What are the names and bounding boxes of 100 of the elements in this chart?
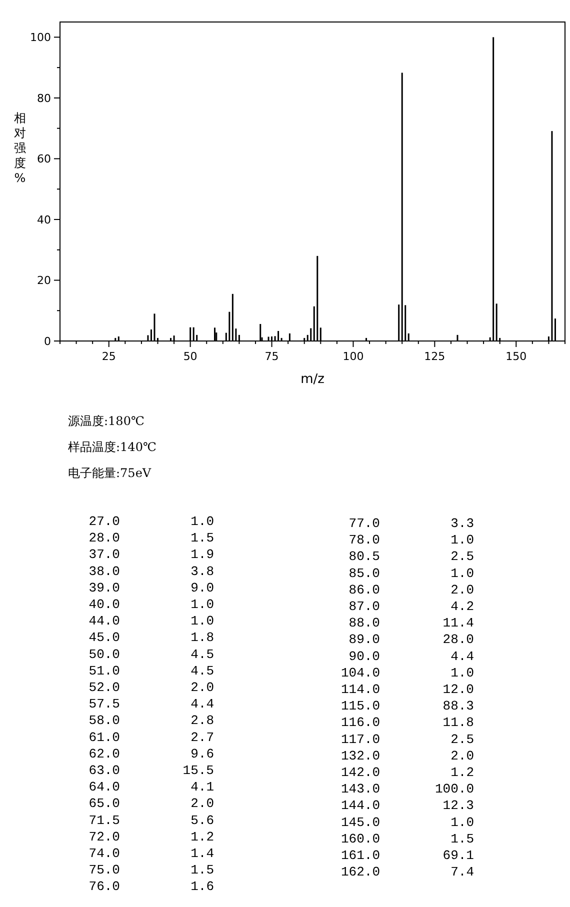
text: 2.0 — [450, 748, 474, 764]
text: 9.0 — [190, 580, 214, 596]
text: 40.0 — [88, 597, 120, 612]
text: 1.0 — [190, 597, 214, 612]
text: 4.2 — [450, 599, 474, 614]
text: 104.0 — [340, 665, 380, 680]
text: 15.5 — [182, 763, 214, 778]
text: 1.0 — [450, 814, 474, 830]
text: 1.9 — [190, 547, 214, 562]
text: 162.0 — [340, 864, 380, 880]
text: 电子能量:75eV — [68, 466, 152, 480]
text: 9.6 — [190, 746, 214, 762]
text: 12.3 — [442, 798, 474, 814]
y-tick-label: 60 — [37, 152, 51, 166]
text: 37.0 — [88, 547, 120, 562]
text: 142.0 — [340, 765, 380, 780]
text: 161.0 — [340, 848, 380, 863]
text: 71.5 — [88, 812, 120, 828]
text: 4.1 — [190, 780, 214, 795]
text: 28.0 — [88, 530, 120, 546]
text: 2.7 — [190, 730, 214, 745]
text: 61.0 — [88, 730, 120, 745]
text: 39.0 — [88, 580, 120, 596]
text: 87.0 — [348, 599, 380, 614]
text: 117.0 — [340, 732, 380, 747]
text: 160.0 — [340, 831, 380, 846]
text: 1.0 — [190, 514, 214, 529]
x-tick-label: 125 — [424, 350, 446, 363]
text: 88.3 — [442, 698, 474, 714]
text: 69.1 — [442, 848, 474, 863]
text: 2.8 — [190, 713, 214, 728]
text: 1.0 — [450, 532, 474, 548]
text: 38.0 — [88, 564, 120, 579]
text: 143.0 — [340, 782, 380, 797]
text: 115.0 — [340, 698, 380, 714]
text: 2.5 — [450, 732, 474, 747]
text: 4.5 — [190, 646, 214, 662]
text: 80.5 — [348, 549, 380, 564]
text: 77.0 — [348, 516, 380, 531]
text: 86.0 — [348, 582, 380, 598]
text: 4.5 — [190, 663, 214, 678]
text: 65.0 — [88, 796, 120, 812]
text: 89.0 — [348, 632, 380, 648]
y-tick-label: 80 — [37, 92, 51, 105]
text: 75.0 — [88, 862, 120, 878]
x-axis-title: m/z — [300, 372, 325, 387]
text: 11.4 — [442, 616, 474, 631]
text: 2.0 — [190, 680, 214, 695]
text: 116.0 — [340, 715, 380, 730]
x-tick-label: 25 — [102, 350, 116, 363]
text: 62.0 — [88, 746, 120, 762]
y-axis-title: 相对强度% — [14, 111, 26, 185]
text: 52.0 — [88, 680, 120, 695]
text: 源温度:180℃ — [68, 414, 144, 428]
text: 1.5 — [450, 831, 474, 846]
text: 144.0 — [340, 798, 380, 814]
x-tick-label: 100 — [342, 350, 364, 363]
text: 3.8 — [190, 564, 214, 579]
text: 57.5 — [88, 696, 120, 712]
text: 114.0 — [340, 682, 380, 697]
text: 58.0 — [88, 713, 120, 728]
text: 5.6 — [190, 812, 214, 828]
text: 2.5 — [450, 549, 474, 564]
text: 132.0 — [340, 748, 380, 764]
text: 12.0 — [442, 682, 474, 697]
text: 50.0 — [88, 646, 120, 662]
text: 100.0 — [434, 782, 474, 797]
y-tick-label: 20 — [37, 274, 51, 288]
text: 88.0 — [348, 616, 380, 631]
text: 28.0 — [442, 632, 474, 648]
x-tick-label: 75 — [264, 350, 279, 363]
text: 1.5 — [190, 862, 214, 878]
text: 1.2 — [190, 829, 214, 844]
text: 78.0 — [348, 532, 380, 548]
y-tick-label: 40 — [37, 213, 51, 226]
text: 27.0 — [88, 514, 120, 529]
x-tick-label: 150 — [506, 350, 527, 363]
text: 1.0 — [450, 665, 474, 680]
text: 1.0 — [450, 566, 474, 581]
text: 4.4 — [190, 696, 214, 712]
text: 1.6 — [190, 879, 214, 894]
text: 3.3 — [450, 516, 474, 531]
text: 85.0 — [348, 566, 380, 581]
text: 2.0 — [450, 582, 474, 598]
text: 7.4 — [450, 864, 474, 880]
text: 90.0 — [348, 648, 380, 664]
x-tick-label: 50 — [183, 350, 198, 363]
text: 4.4 — [450, 648, 474, 664]
text: 1.5 — [190, 530, 214, 546]
text: 145.0 — [340, 814, 380, 830]
y-tick-label: 0 — [44, 335, 51, 348]
text: 45.0 — [88, 630, 120, 646]
text: 76.0 — [88, 879, 120, 894]
text: 63.0 — [88, 763, 120, 778]
text: 1.8 — [190, 630, 214, 646]
text: 72.0 — [88, 829, 120, 844]
text: 44.0 — [88, 614, 120, 629]
text: 1.4 — [190, 846, 214, 861]
text: 74.0 — [88, 846, 120, 861]
text: 51.0 — [88, 663, 120, 678]
